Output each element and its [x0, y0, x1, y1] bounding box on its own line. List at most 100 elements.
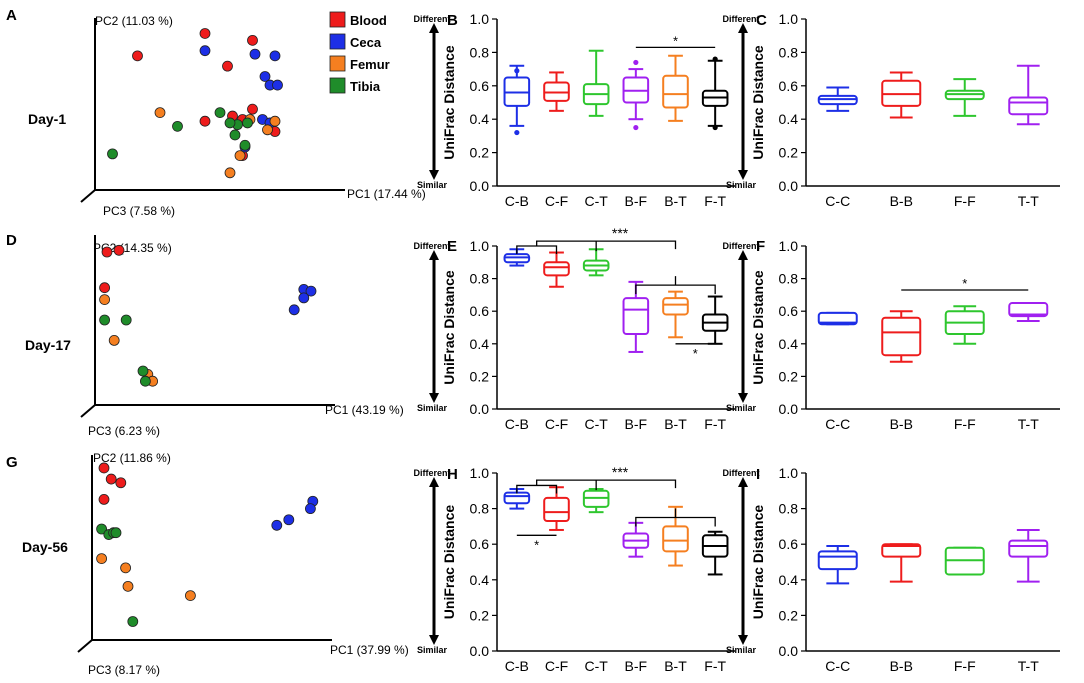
- scatter-point-b: [98, 493, 110, 505]
- y-tick-label: 0.2: [779, 368, 799, 384]
- box-b-t: [662, 290, 689, 339]
- arrow-head-up: [738, 23, 748, 33]
- box-c-f: [543, 486, 570, 531]
- y-tick-label: 1.0: [470, 238, 490, 254]
- arrow-head-down: [738, 170, 748, 180]
- x-tick-label: C-C: [825, 416, 850, 432]
- y-tick-label: 0.2: [470, 145, 490, 161]
- arrow-head-down: [738, 393, 748, 403]
- legend-label-tibia: Tibia: [350, 79, 381, 94]
- y-axis-label: UniFrac Distance: [750, 270, 766, 385]
- scatter-point-b: [132, 50, 143, 62]
- pc1-label: PC1 (37.99 %): [330, 643, 409, 657]
- y-tick-label: 0.6: [779, 536, 799, 552]
- legend-swatch-blood: [329, 11, 346, 28]
- y-tick-label: 0.0: [470, 401, 490, 417]
- similar-label: Similar: [726, 645, 757, 655]
- x-tick-label: B-F: [625, 193, 648, 209]
- y-tick-label: 0.8: [470, 501, 490, 517]
- x-tick-label: T-T: [1018, 658, 1039, 674]
- similar-label: Similar: [417, 645, 448, 655]
- legend-label-blood: Blood: [350, 13, 387, 28]
- different-label: Different: [413, 14, 450, 24]
- similar-label: Similar: [417, 403, 448, 413]
- x-tick-label: B-T: [664, 193, 687, 209]
- box-f-f: [944, 78, 985, 117]
- box-t-t: [1008, 302, 1049, 322]
- similar-label: Similar: [726, 180, 757, 190]
- y-tick-label: 0.8: [779, 501, 799, 517]
- panel-f: F 0.0 0.2 0.4 0.6 0.8 1.0 UniFrac Distance Diffe…: [722, 238, 1060, 432]
- box-iqr: [817, 550, 858, 571]
- arrow-head-down: [738, 635, 748, 645]
- arrow-head-up: [429, 23, 439, 33]
- panel-letter: E: [447, 238, 457, 255]
- scatter-point-c: [272, 79, 283, 91]
- panel-letter: C: [756, 12, 767, 29]
- scatter-point-f: [234, 150, 246, 162]
- x-tick-label: B-F: [625, 658, 648, 674]
- legend-label-ceca: Ceca: [350, 35, 382, 50]
- significance-bracket: *: [675, 343, 716, 361]
- pc3-label: PC3 (6.23 %): [88, 424, 160, 438]
- panel-d: D PC2 (14.35 %) PC1 (43.19 %) PC3 (6.23 %) D…: [6, 232, 404, 438]
- panel-h: H 0.0 0.2 0.4 0.6 0.8 1.0 UniFrac Distance Diffe…: [413, 464, 735, 674]
- box-c-c: [817, 544, 858, 585]
- scatter-point-t: [242, 117, 253, 129]
- box-iqr: [817, 311, 858, 326]
- x-tick-label: T-T: [1018, 193, 1039, 209]
- outlier-point: [514, 68, 520, 74]
- outlier-point: [712, 124, 718, 131]
- x-tick-label: F-F: [954, 416, 976, 432]
- scatter-point-t: [214, 107, 226, 118]
- y-tick-label: 0.4: [470, 572, 490, 588]
- outlier-point: [633, 124, 639, 131]
- box-iqr: [662, 297, 689, 316]
- box-b-f: [622, 521, 650, 558]
- scatter-point-b: [98, 462, 110, 474]
- significance-star: ***: [612, 225, 629, 241]
- significance-bracket: *: [516, 534, 557, 552]
- different-label: Different: [413, 468, 450, 478]
- y-tick-label: 0.0: [779, 178, 799, 194]
- panel-letter: A: [6, 7, 17, 24]
- x-tick-label: B-T: [664, 416, 687, 432]
- y-tick-label: 0.2: [470, 368, 490, 384]
- y-tick-label: 0.8: [470, 271, 490, 287]
- y-tick-label: 0.8: [470, 44, 490, 60]
- scatter-point-t: [99, 314, 110, 326]
- row-label: Day-56: [22, 539, 68, 555]
- different-label: Different: [722, 241, 759, 251]
- outlier-point: [712, 56, 718, 62]
- y-tick-label: 1.0: [779, 11, 799, 27]
- box-c-t: [582, 248, 610, 277]
- box-iqr: [662, 74, 689, 109]
- scatter-point-c: [304, 503, 316, 515]
- scatter-point-t: [172, 120, 183, 132]
- x-tick-label: F-T: [704, 193, 726, 209]
- x-tick-label: C-T: [585, 658, 609, 674]
- different-label: Different: [722, 14, 759, 24]
- box-iqr: [881, 316, 922, 357]
- significance-bracket: [635, 508, 716, 527]
- arrow-head-down: [429, 393, 439, 403]
- significance-bracket: ***: [516, 464, 677, 494]
- box-c-c: [817, 86, 858, 112]
- scatter-point-b: [115, 477, 127, 489]
- panel-g: G PC2 (11.86 %) PC1 (37.99 %) PC3 (8.17 %) D…: [6, 451, 409, 677]
- bracket-two-level: [516, 479, 677, 494]
- y-axis-label: UniFrac Distance: [441, 270, 457, 385]
- y-tick-label: 0.2: [470, 607, 490, 623]
- legend: Blood Ceca Femur Tibia: [329, 11, 390, 94]
- y-tick-label: 0.0: [470, 643, 490, 659]
- y-tick-label: 0.6: [779, 78, 799, 94]
- y-tick-label: 0.0: [779, 643, 799, 659]
- scatter-point-t: [224, 117, 236, 129]
- x-tick-label: F-T: [704, 658, 726, 674]
- panel-letter: D: [6, 232, 17, 249]
- scatter-point-b: [105, 473, 117, 485]
- box-iqr: [503, 491, 531, 505]
- scatter-point-t: [96, 523, 107, 535]
- scatter-point-t: [110, 527, 122, 539]
- box-iqr: [881, 543, 922, 558]
